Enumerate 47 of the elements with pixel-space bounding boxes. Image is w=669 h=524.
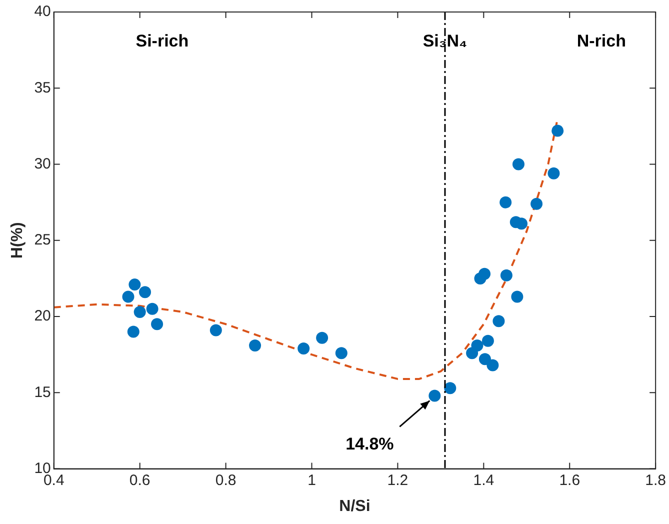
point <box>249 339 262 352</box>
annotation: 14.8% <box>346 434 394 454</box>
x-tick-label: 1.8 <box>645 472 666 489</box>
x-tick-label: 0.4 <box>43 472 64 489</box>
point <box>512 158 524 170</box>
x-tick-label: 1.4 <box>473 472 494 489</box>
x-tick-label: 1.6 <box>559 472 580 489</box>
point <box>500 269 512 282</box>
ref-line-label: Si₃N₄ <box>422 32 468 51</box>
point <box>548 167 560 180</box>
y-tick-label: 25 <box>34 232 51 249</box>
y-tick-label: 20 <box>34 308 51 325</box>
point <box>486 359 499 372</box>
point <box>298 342 310 355</box>
point <box>471 339 484 352</box>
point <box>139 286 151 298</box>
x-tick-label: 1.2 <box>387 472 408 489</box>
point <box>492 315 505 328</box>
y-tick-label: 40 <box>34 3 51 20</box>
x-tick-label: 0.8 <box>215 472 236 489</box>
point <box>210 324 222 336</box>
point <box>552 124 564 137</box>
point <box>146 302 158 315</box>
annotation: Si-rich <box>136 32 189 51</box>
point <box>478 268 491 280</box>
point <box>511 290 524 303</box>
annotation: N-rich <box>576 32 626 51</box>
x-tick-label: 0.6 <box>129 472 150 489</box>
point <box>134 306 146 318</box>
y-tick-label: 35 <box>34 79 51 96</box>
y-tick-label: 30 <box>34 155 51 172</box>
x-axis-title: N/Si <box>339 498 370 515</box>
point <box>444 382 456 394</box>
x-tick-label: 1 <box>308 472 316 489</box>
point <box>128 278 141 291</box>
point <box>122 290 134 303</box>
point <box>500 196 512 208</box>
point <box>428 390 441 402</box>
point <box>151 318 164 330</box>
point <box>478 353 491 366</box>
y-tick-label: 15 <box>34 384 51 401</box>
point <box>530 198 543 210</box>
point <box>127 326 140 338</box>
point <box>316 332 328 344</box>
point <box>335 347 348 360</box>
point <box>482 334 494 347</box>
y-axis-title: H(%) <box>9 222 26 259</box>
